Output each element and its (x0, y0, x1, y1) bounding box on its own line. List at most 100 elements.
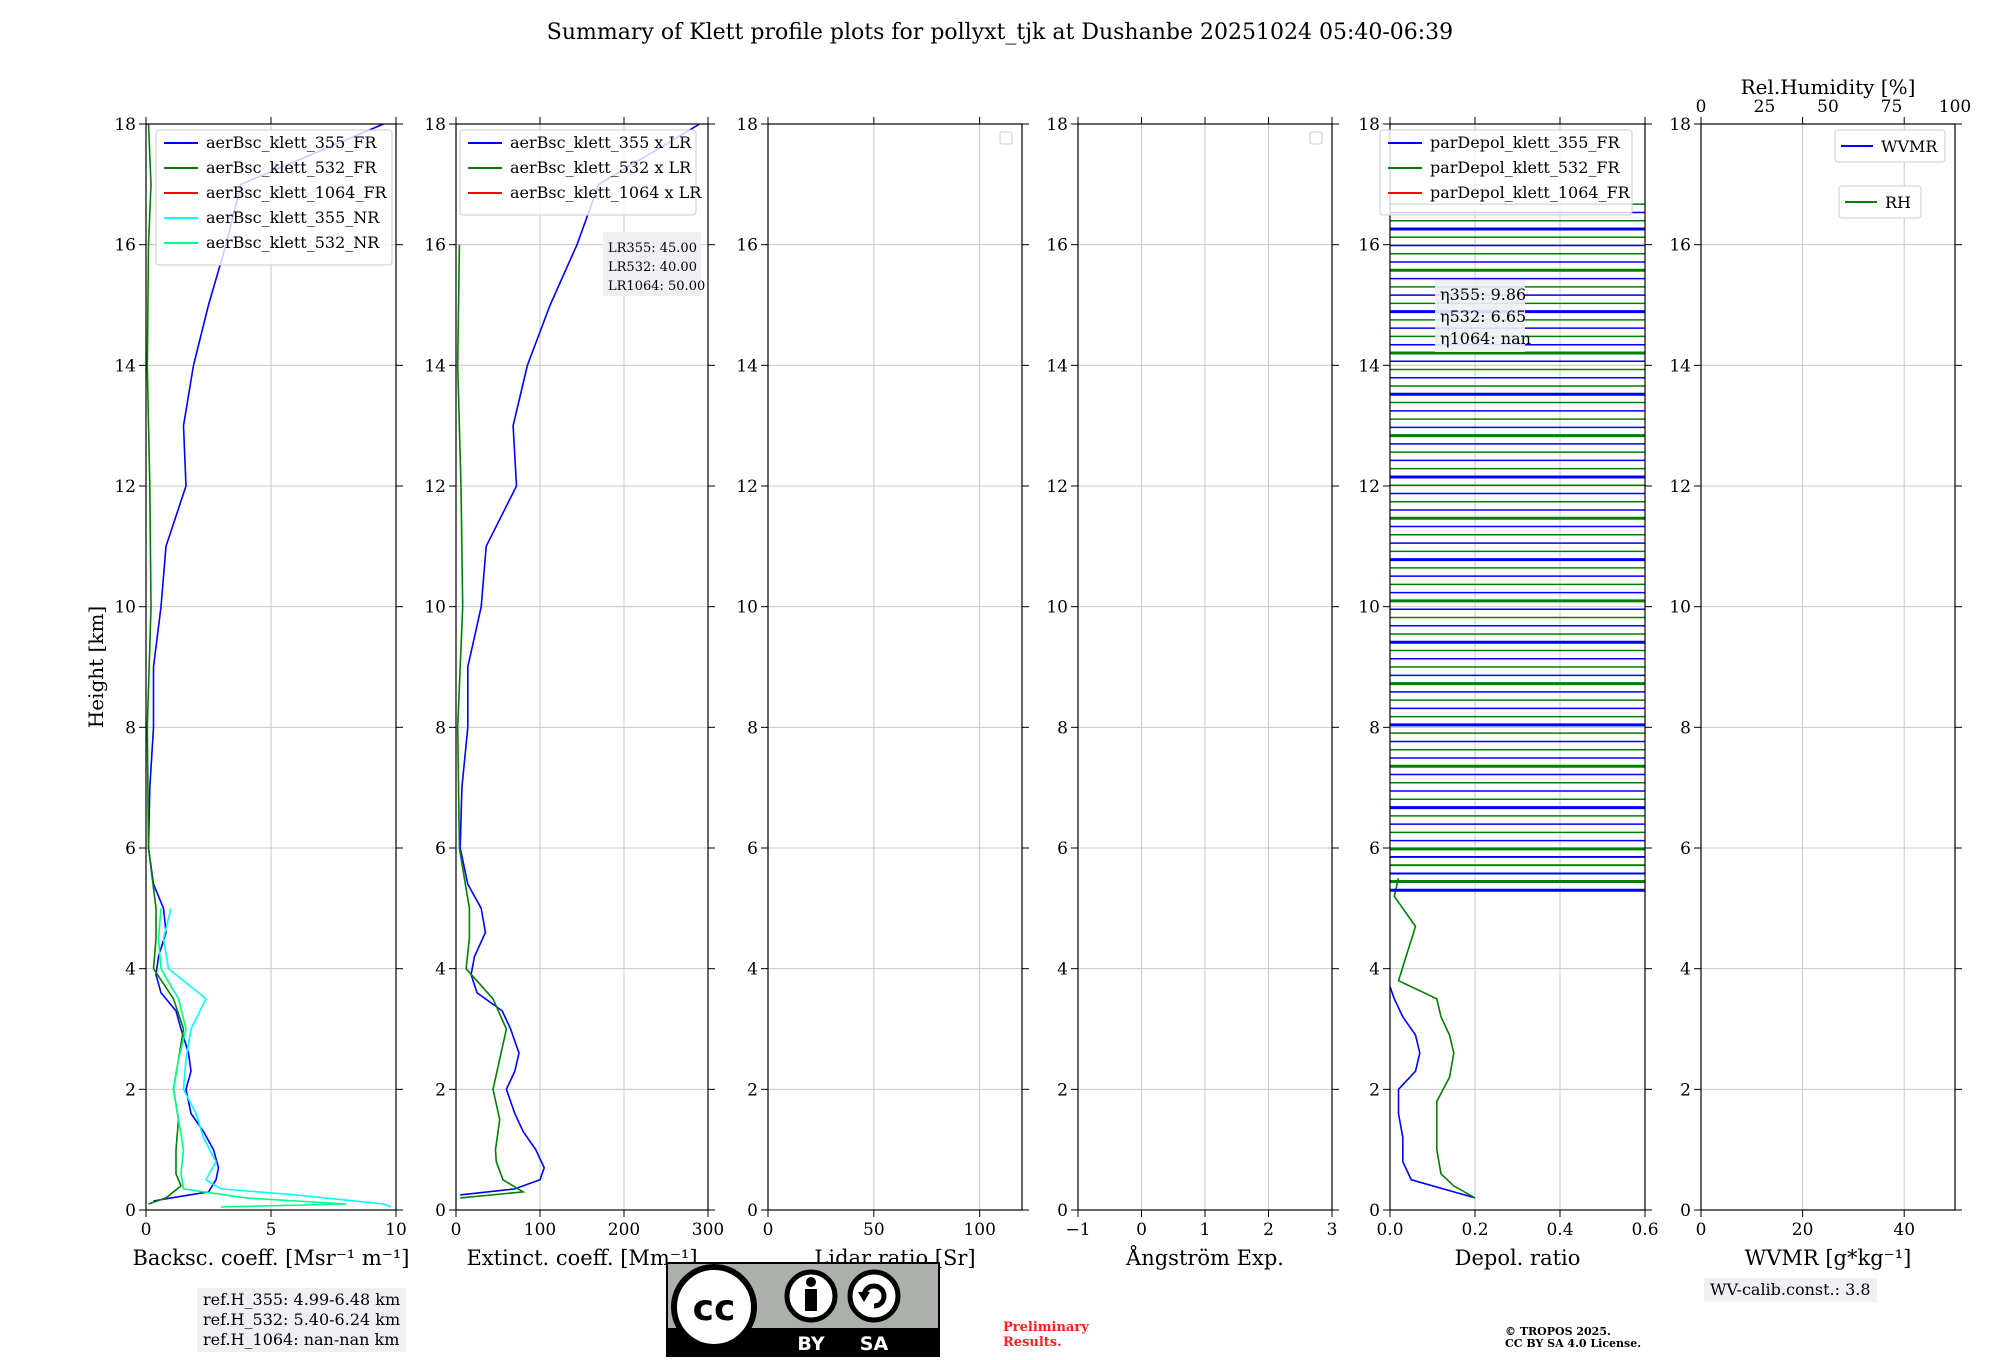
y-tick-label: 0 (435, 1201, 446, 1221)
top-tick-label: 0 (1696, 97, 1707, 117)
y-tick-label: 2 (1680, 1080, 1691, 1100)
y-tick-label: 12 (1358, 477, 1380, 497)
legend-box (1379, 129, 1633, 216)
lidar-ratio-value: LR355: 45.00 (608, 241, 697, 256)
legend-label: aerBsc_klett_1064 x LR (510, 183, 702, 202)
eta-value: η355: 9.86 (1440, 285, 1526, 304)
y-tick-label: 12 (424, 477, 446, 497)
y-tick-label: 18 (736, 115, 758, 135)
y-tick-label: 2 (435, 1080, 446, 1100)
legend-label: parDepol_klett_532_FR (1430, 158, 1621, 177)
y-tick-label: 8 (1680, 718, 1691, 738)
series-line (146, 123, 185, 1205)
y-tick-label: 18 (424, 115, 446, 135)
axes-frame (455, 123, 709, 1211)
lidar-ratio-box (603, 232, 701, 296)
empty-legend-box (999, 131, 1013, 145)
x-tick-label: 5 (266, 1220, 277, 1240)
wv-calibration-text: WV-calib.const.: 3.8 (1710, 1280, 1871, 1299)
y-tick-label: 16 (424, 236, 446, 256)
axes-frame (1700, 123, 1956, 1211)
x-tick-label: 0.6 (1631, 1220, 1658, 1240)
y-tick-label: 16 (1046, 236, 1068, 256)
y-tick-label: 16 (736, 236, 758, 256)
wv-calibration-box: WV-calib.const.: 3.8 (1704, 1278, 1877, 1302)
y-tick-label: 14 (114, 356, 136, 376)
y-tick-label: 8 (125, 718, 136, 738)
y-tick-label: 10 (424, 598, 446, 618)
legend-label: aerBsc_klett_355_NR (206, 208, 380, 227)
x-tick-label: 0 (451, 1220, 462, 1240)
legend-label: aerBsc_klett_532_NR (206, 233, 380, 252)
y-tick-label: 8 (1057, 718, 1068, 738)
y-tick-label: 10 (1358, 598, 1380, 618)
series-line (456, 244, 526, 1199)
y-tick-label: 0 (1057, 1201, 1068, 1221)
x-tick-label: 2 (1263, 1220, 1274, 1240)
axes-frame (1389, 123, 1646, 1211)
y-tick-label: 2 (747, 1080, 758, 1100)
preliminary-note: Preliminary Results. (1003, 1320, 1089, 1350)
x-tick-label: −1 (1065, 1220, 1090, 1240)
plot-series-bsc (146, 123, 392, 1208)
ref-height-1064: ref.H_1064: nan-nan km (203, 1330, 400, 1349)
y-tick-label: 8 (1369, 718, 1380, 738)
y-tick-label: 18 (114, 115, 136, 135)
y-tick-label: 4 (125, 960, 136, 980)
legend-label: aerBsc_klett_355 x LR (510, 133, 692, 152)
y-tick-label: 4 (1680, 960, 1691, 980)
y-tick-label: 12 (1046, 477, 1068, 497)
legend-label: WVMR (1881, 137, 1938, 156)
legend-box-wvmr (1834, 129, 1946, 163)
ref-height-355: ref.H_355: 4.99-6.48 km (203, 1290, 401, 1309)
y-tick-label: 0 (1369, 1201, 1380, 1221)
x-tick-label: 100 (963, 1220, 995, 1240)
y-tick-label: 8 (747, 718, 758, 738)
copyright-note: © TROPOS 2025. CC BY SA 4.0 License. (1505, 1326, 1641, 1350)
x-tick-label: 10 (385, 1220, 407, 1240)
axes-frame (767, 123, 1023, 1211)
legend-label: parDepol_klett_1064_FR (1430, 183, 1631, 202)
figure-title: Summary of Klett profile plots for polly… (546, 20, 1454, 45)
copyright-line-2: CC BY SA 4.0 License. (1505, 1337, 1642, 1350)
legend-label: parDepol_klett_355_FR (1430, 133, 1621, 152)
legend-label: aerBsc_klett_532 x LR (510, 158, 692, 177)
series-line (459, 123, 701, 1196)
plot-series-depol (1389, 203, 1645, 1199)
x-tick-label: 0 (1136, 1220, 1147, 1240)
y-tick-label: 8 (435, 718, 446, 738)
y-tick-label: 2 (1057, 1080, 1068, 1100)
y-tick-label: 12 (1669, 477, 1691, 497)
lidar-ratio-value: LR1064: 50.00 (608, 279, 705, 294)
legend-box (155, 129, 393, 266)
y-tick-label: 10 (114, 598, 136, 618)
y-tick-label: 10 (1046, 598, 1068, 618)
series-line (162, 908, 392, 1208)
preliminary-line-2: Results. (1003, 1335, 1062, 1350)
top-tick-label: 75 (1881, 97, 1903, 117)
y-tick-label: 6 (125, 839, 136, 859)
x-tick-label: 100 (524, 1220, 556, 1240)
y-tick-label: 6 (435, 839, 446, 859)
y-tick-label: 18 (1358, 115, 1380, 135)
x-tick-label: 0 (763, 1220, 774, 1240)
y-tick-label: 4 (1057, 960, 1068, 980)
legend-label: aerBsc_klett_1064_FR (206, 183, 388, 202)
x-axis-label: Ångström Exp. (1125, 1245, 1284, 1270)
legend-box (459, 129, 697, 216)
eta-box (1435, 280, 1525, 352)
y-tick-label: 16 (1358, 236, 1380, 256)
y-tick-label: 14 (424, 356, 446, 376)
y-tick-label: 4 (1369, 960, 1380, 980)
eta-value: η1064: nan (1440, 329, 1531, 348)
y-tick-label: 12 (114, 477, 136, 497)
x-tick-label: 0 (141, 1220, 152, 1240)
preliminary-line-1: Preliminary (1003, 1320, 1089, 1335)
y-tick-label: 0 (1680, 1201, 1691, 1221)
legend-label: aerBsc_klett_532_FR (206, 158, 377, 177)
top-tick-label: 100 (1939, 97, 1971, 117)
x-tick-label: 3 (1327, 1220, 1338, 1240)
reference-height-box: ref.H_355: 4.99-6.48 km ref.H_532: 5.40-… (197, 1288, 407, 1352)
empty-legend-box (1309, 131, 1323, 145)
